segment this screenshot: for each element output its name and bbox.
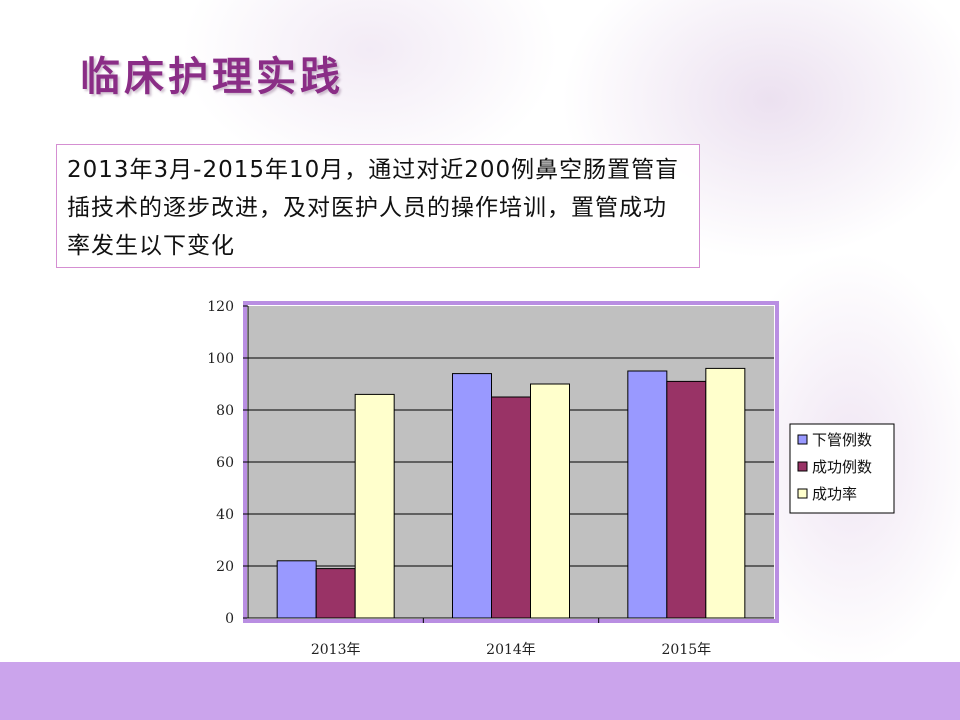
bar-chart: 0 20 40 60 80 100 120 2013年 2014年 2015年 下管例数成功例数…	[207, 299, 895, 658]
bar-1-3	[627, 370, 668, 619]
y-tick-label: 100	[207, 351, 234, 367]
bar-2-1	[315, 568, 356, 619]
x-tick-label: 2013年	[311, 642, 361, 658]
x-tick-label: 2015年	[662, 642, 712, 658]
slide-title: 临床护理实践	[80, 54, 344, 100]
bar-1-1	[276, 560, 317, 619]
legend-swatch	[797, 488, 808, 499]
legend-label: 成功率	[812, 485, 857, 503]
y-tick-label: 40	[216, 507, 234, 523]
legend-swatch	[797, 461, 808, 472]
y-tick-label: 120	[207, 299, 234, 315]
bar-2-2	[491, 396, 531, 619]
y-tick-label: 80	[216, 403, 234, 419]
y-tick-label: 20	[216, 559, 234, 575]
legend-label: 下管例数	[812, 431, 872, 449]
bar-3-2	[530, 383, 570, 619]
description-text-box: 2013年3月-2015年10月，通过对近200例鼻空肠置管盲插技术的逐步改进，…	[56, 144, 700, 268]
bottom-bar	[0, 662, 960, 720]
bar-3-3	[705, 367, 746, 619]
y-axis-ticks: 0 20 40 60 80 100 120	[207, 299, 248, 627]
y-tick-label: 0	[225, 611, 234, 627]
y-tick-label: 60	[216, 455, 234, 471]
x-tick-label: 2014年	[486, 642, 536, 658]
plot-area	[243, 301, 779, 623]
bar-1-2	[452, 373, 492, 619]
legend-label: 成功例数	[812, 458, 872, 476]
bar-3-1	[354, 393, 395, 619]
bar-2-3	[666, 380, 707, 619]
x-axis-ticks: 2013年 2014年 2015年	[311, 618, 711, 658]
legend-swatch	[797, 434, 808, 445]
description-text: 2013年3月-2015年10月，通过对近200例鼻空肠置管盲插技术的逐步改进，…	[67, 157, 680, 259]
